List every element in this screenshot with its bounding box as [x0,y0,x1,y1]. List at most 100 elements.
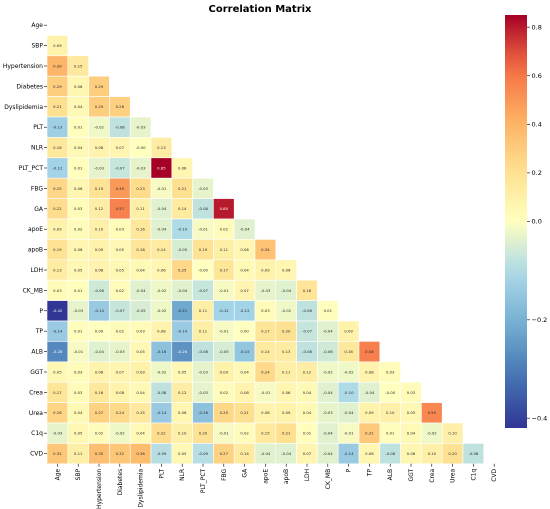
cell-value-label: 0.25 [220,410,229,415]
x-tick-label: C1q [470,469,477,481]
cell-value-label: -0.00 [385,390,395,395]
cell-value-label: 0.04 [240,369,249,374]
cell-value-label: -0.00 [136,145,146,150]
cell-value-label: 0.20 [199,431,208,436]
cell-value-label: -0.28 [52,349,62,354]
x-tick-label: NLR [179,469,186,481]
cell-value-label: -0.01 [73,349,83,354]
x-tick-label: CK_MB [325,469,332,489]
cell-value-label: 0.15 [261,431,270,436]
cell-value-label: 0.01 [303,431,312,436]
cell-value-label: 0.02 [220,390,229,395]
cell-value-label: 0.13 [157,145,166,150]
cell-value-label: 0.08 [365,369,374,374]
cell-value-label: 0.57 [116,206,125,211]
cell-value-label: 0.39 [53,63,62,68]
cell-value-label: 0.85 [157,165,166,170]
cell-value-label: -0.06 [323,349,333,354]
cell-value-label: -0.12 [240,308,250,313]
cell-value-label: 0.27 [95,410,104,415]
cell-value-label: 0.08 [116,390,125,395]
cell-value-label: 0.12 [178,390,187,395]
y-tick-label: Urea [29,410,43,417]
cell-value-label: 0.31 [365,431,374,436]
cell-value-label: 0.10 [428,451,437,456]
cell-value-label: -0.03 [323,410,333,415]
cell-value-label: 0.09 [53,43,62,48]
cell-value-label: 0.24 [261,369,270,374]
cell-value-label: 0.06 [74,186,83,191]
cell-value-label: 0.09 [261,267,270,272]
cell-value-label: 0.12 [303,369,312,374]
cell-value-label: 0.03 [74,390,83,395]
cell-value-label: 0.17 [220,267,229,272]
y-tick-label: C1q [31,430,43,437]
x-tick-label: P [346,468,353,472]
x-tick-label: Age [54,468,61,480]
cell-value-label: 0.02 [116,329,125,334]
cell-value-label: 0.02 [220,227,229,232]
cell-value-label: -0.03 [73,308,83,313]
y-tick-label: GGT [30,369,43,376]
cell-value-label: 0.32 [53,451,62,456]
cell-value-label: -0.08 [156,390,166,395]
cell-value-label: 0.11 [74,451,83,456]
cell-value-label: 0.16 [136,227,145,232]
cell-value-label: -0.04 [156,227,166,232]
x-tick-label: GA [242,468,249,478]
cell-value-label: 0.05 [116,247,125,252]
cell-value-label: 0.08 [261,410,270,415]
y-tick-label: CVD [30,451,43,458]
cell-value-label: 0.07 [240,288,249,293]
cell-value-label: 0.03 [386,369,395,374]
cell-value-label: -0.01 [344,431,354,436]
cell-value-label: 0.11 [199,308,208,313]
cell-value-label: 0.14 [157,247,166,252]
colorbar-tick-label: 0.2 [532,169,542,177]
cell-value-label: -0.04 [136,288,146,293]
cell-value-label: 0.02 [95,431,104,436]
cell-value-label: -0.01 [219,288,229,293]
cell-value-label: 0.14 [178,206,187,211]
cell-value-label: -0.07 [115,165,125,170]
cell-value-label: 0.15 [74,63,83,68]
y-tick-label: FBG [31,185,43,192]
cell-value-label: 0.28 [116,104,125,109]
cell-value-label: -0.01 [219,329,229,334]
x-tick-label: CVD [491,468,498,481]
cell-value-label: 0.10 [178,431,187,436]
cell-value-label: 0.06 [74,84,83,89]
cell-value-label: 0.13 [53,267,62,272]
cell-value-label: -0.03 [136,165,146,170]
cell-value-label: 0.07 [303,451,312,456]
cell-value-label: -0.04 [323,329,333,334]
cell-value-label: 0.01 [386,431,395,436]
cell-value-label: -0.12 [219,308,229,313]
cell-value-label: 0.05 [136,349,145,354]
colorbar-tick-label: 0.4 [532,121,542,129]
cell-value-label: 0.04 [74,410,83,415]
cell-value-label: -0.04 [323,431,333,436]
cell-value-label: 0.02 [74,227,83,232]
x-tick-label: PLT_PCT [200,468,207,493]
cell-value-label: 0.25 [53,186,62,191]
colorbar-tick-label: 0.8 [532,23,542,31]
cell-value-label: 0.10 [448,431,457,436]
cell-value-label: 0.55 [428,410,437,415]
cell-value-label: -0.03 [260,288,270,293]
cell-value-label: -0.02 [115,431,125,436]
cell-value-label: 0.22 [53,206,62,211]
cell-value-label: 0.09 [344,329,353,334]
x-tick-label: Crea [429,468,436,482]
cell-value-label: 0.01 [74,288,83,293]
colorbar: −0.4 −0.2 0.0 0.2 0.4 0.6 0.8 [505,15,547,428]
cell-value-label: 0.16 [95,390,104,395]
cell-value-label: -0.04 [323,451,333,456]
y-tick-label: Hypertension [3,63,43,70]
cell-value-label: 0.08 [95,369,104,374]
cell-value-label: -0.03 [94,165,104,170]
x-tick-label: Hypertension [96,469,103,509]
cell-value-label: -0.02 [156,369,166,374]
x-axis-labels: Age SBP Hypertension Diabetes Dyslipidemia PL… [54,463,498,509]
